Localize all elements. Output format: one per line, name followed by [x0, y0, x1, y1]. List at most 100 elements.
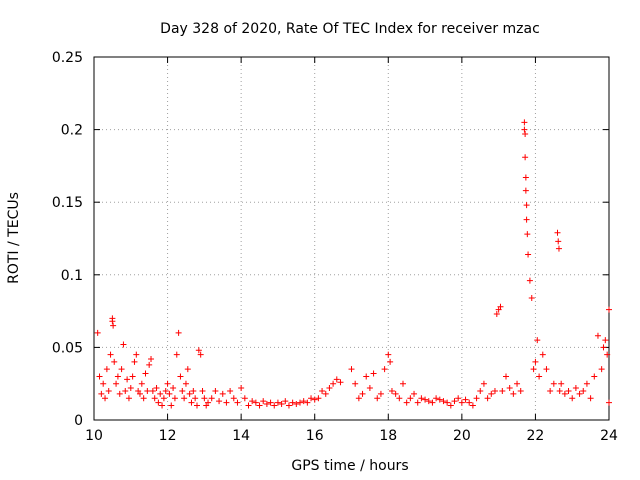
data-point — [462, 396, 469, 403]
data-point — [223, 399, 230, 406]
data-point — [333, 376, 340, 383]
data-point — [514, 380, 521, 387]
x-tick-label: 24 — [600, 428, 618, 444]
data-point — [355, 395, 362, 402]
data-point — [444, 399, 451, 406]
data-point — [555, 245, 562, 252]
data-point — [330, 380, 337, 387]
data-point — [205, 399, 212, 406]
data-point — [600, 344, 607, 351]
data-point — [166, 390, 173, 397]
data-point — [194, 402, 200, 409]
data-point — [556, 387, 563, 394]
data-point — [179, 387, 186, 394]
data-point — [510, 390, 517, 397]
data-point — [140, 395, 147, 402]
data-point — [256, 402, 263, 409]
data-point — [146, 361, 153, 368]
data-point — [190, 387, 197, 394]
data-point — [315, 395, 322, 402]
data-point — [400, 380, 406, 387]
x-tick-label: 22 — [527, 428, 545, 444]
data-point — [392, 390, 399, 397]
data-point — [107, 351, 114, 358]
data-point — [98, 390, 105, 397]
data-point — [522, 174, 529, 181]
data-point — [271, 402, 278, 409]
x-tick-label: 10 — [85, 428, 103, 444]
data-point — [554, 229, 561, 236]
data-points — [94, 119, 612, 409]
data-point — [526, 277, 533, 284]
data-point — [278, 401, 285, 408]
data-point — [606, 399, 612, 406]
data-point — [576, 390, 583, 397]
data-point — [245, 402, 252, 409]
data-point — [569, 395, 576, 402]
data-point — [606, 306, 612, 313]
data-point — [366, 385, 373, 392]
data-point — [241, 395, 248, 402]
data-point — [153, 385, 160, 392]
data-point — [532, 358, 539, 365]
data-point — [455, 395, 462, 402]
data-point — [425, 398, 432, 405]
data-point — [293, 401, 300, 408]
data-point — [522, 130, 529, 137]
data-point — [304, 399, 311, 406]
data-point — [370, 370, 377, 377]
data-point — [466, 399, 473, 406]
data-point — [168, 402, 175, 409]
data-point — [522, 154, 529, 161]
data-point — [173, 351, 180, 358]
data-point — [170, 385, 177, 392]
data-point — [497, 303, 504, 310]
data-point — [503, 373, 509, 380]
data-point — [111, 358, 118, 365]
data-point — [524, 231, 531, 238]
data-point — [274, 399, 281, 406]
data-point — [103, 366, 110, 373]
data-point — [110, 322, 117, 329]
plot-frame — [93, 56, 610, 421]
data-point — [230, 395, 237, 402]
data-point — [113, 380, 120, 387]
data-point — [411, 390, 418, 397]
data-point — [263, 401, 270, 408]
data-point — [543, 366, 550, 373]
y-tick-label: 0.15 — [52, 195, 83, 211]
data-point — [234, 399, 241, 406]
data-point — [195, 347, 202, 354]
data-point — [440, 398, 447, 405]
data-point — [522, 187, 529, 194]
data-point — [558, 380, 565, 387]
data-point — [159, 402, 166, 409]
data-point — [227, 387, 234, 394]
data-point — [133, 351, 140, 358]
data-point — [530, 366, 537, 373]
x-tick-label: 12 — [159, 428, 177, 444]
data-point — [201, 395, 208, 402]
x-tick-label: 16 — [306, 428, 324, 444]
data-point — [260, 398, 267, 405]
data-point — [488, 390, 495, 397]
data-point — [534, 337, 541, 344]
data-point — [114, 373, 121, 380]
data-point — [521, 119, 528, 126]
data-point — [572, 385, 579, 392]
data-point — [555, 238, 562, 245]
data-point — [377, 390, 384, 397]
data-point — [477, 387, 484, 394]
data-point — [297, 399, 303, 406]
data-point — [469, 402, 476, 409]
data-point — [547, 387, 554, 394]
data-point — [388, 387, 395, 394]
data-point — [387, 358, 394, 365]
data-point — [591, 373, 598, 380]
data-point — [105, 387, 112, 394]
data-point — [396, 395, 403, 402]
data-point — [565, 387, 572, 394]
data-point — [429, 399, 436, 406]
data-point — [528, 295, 535, 302]
data-point — [184, 366, 191, 373]
